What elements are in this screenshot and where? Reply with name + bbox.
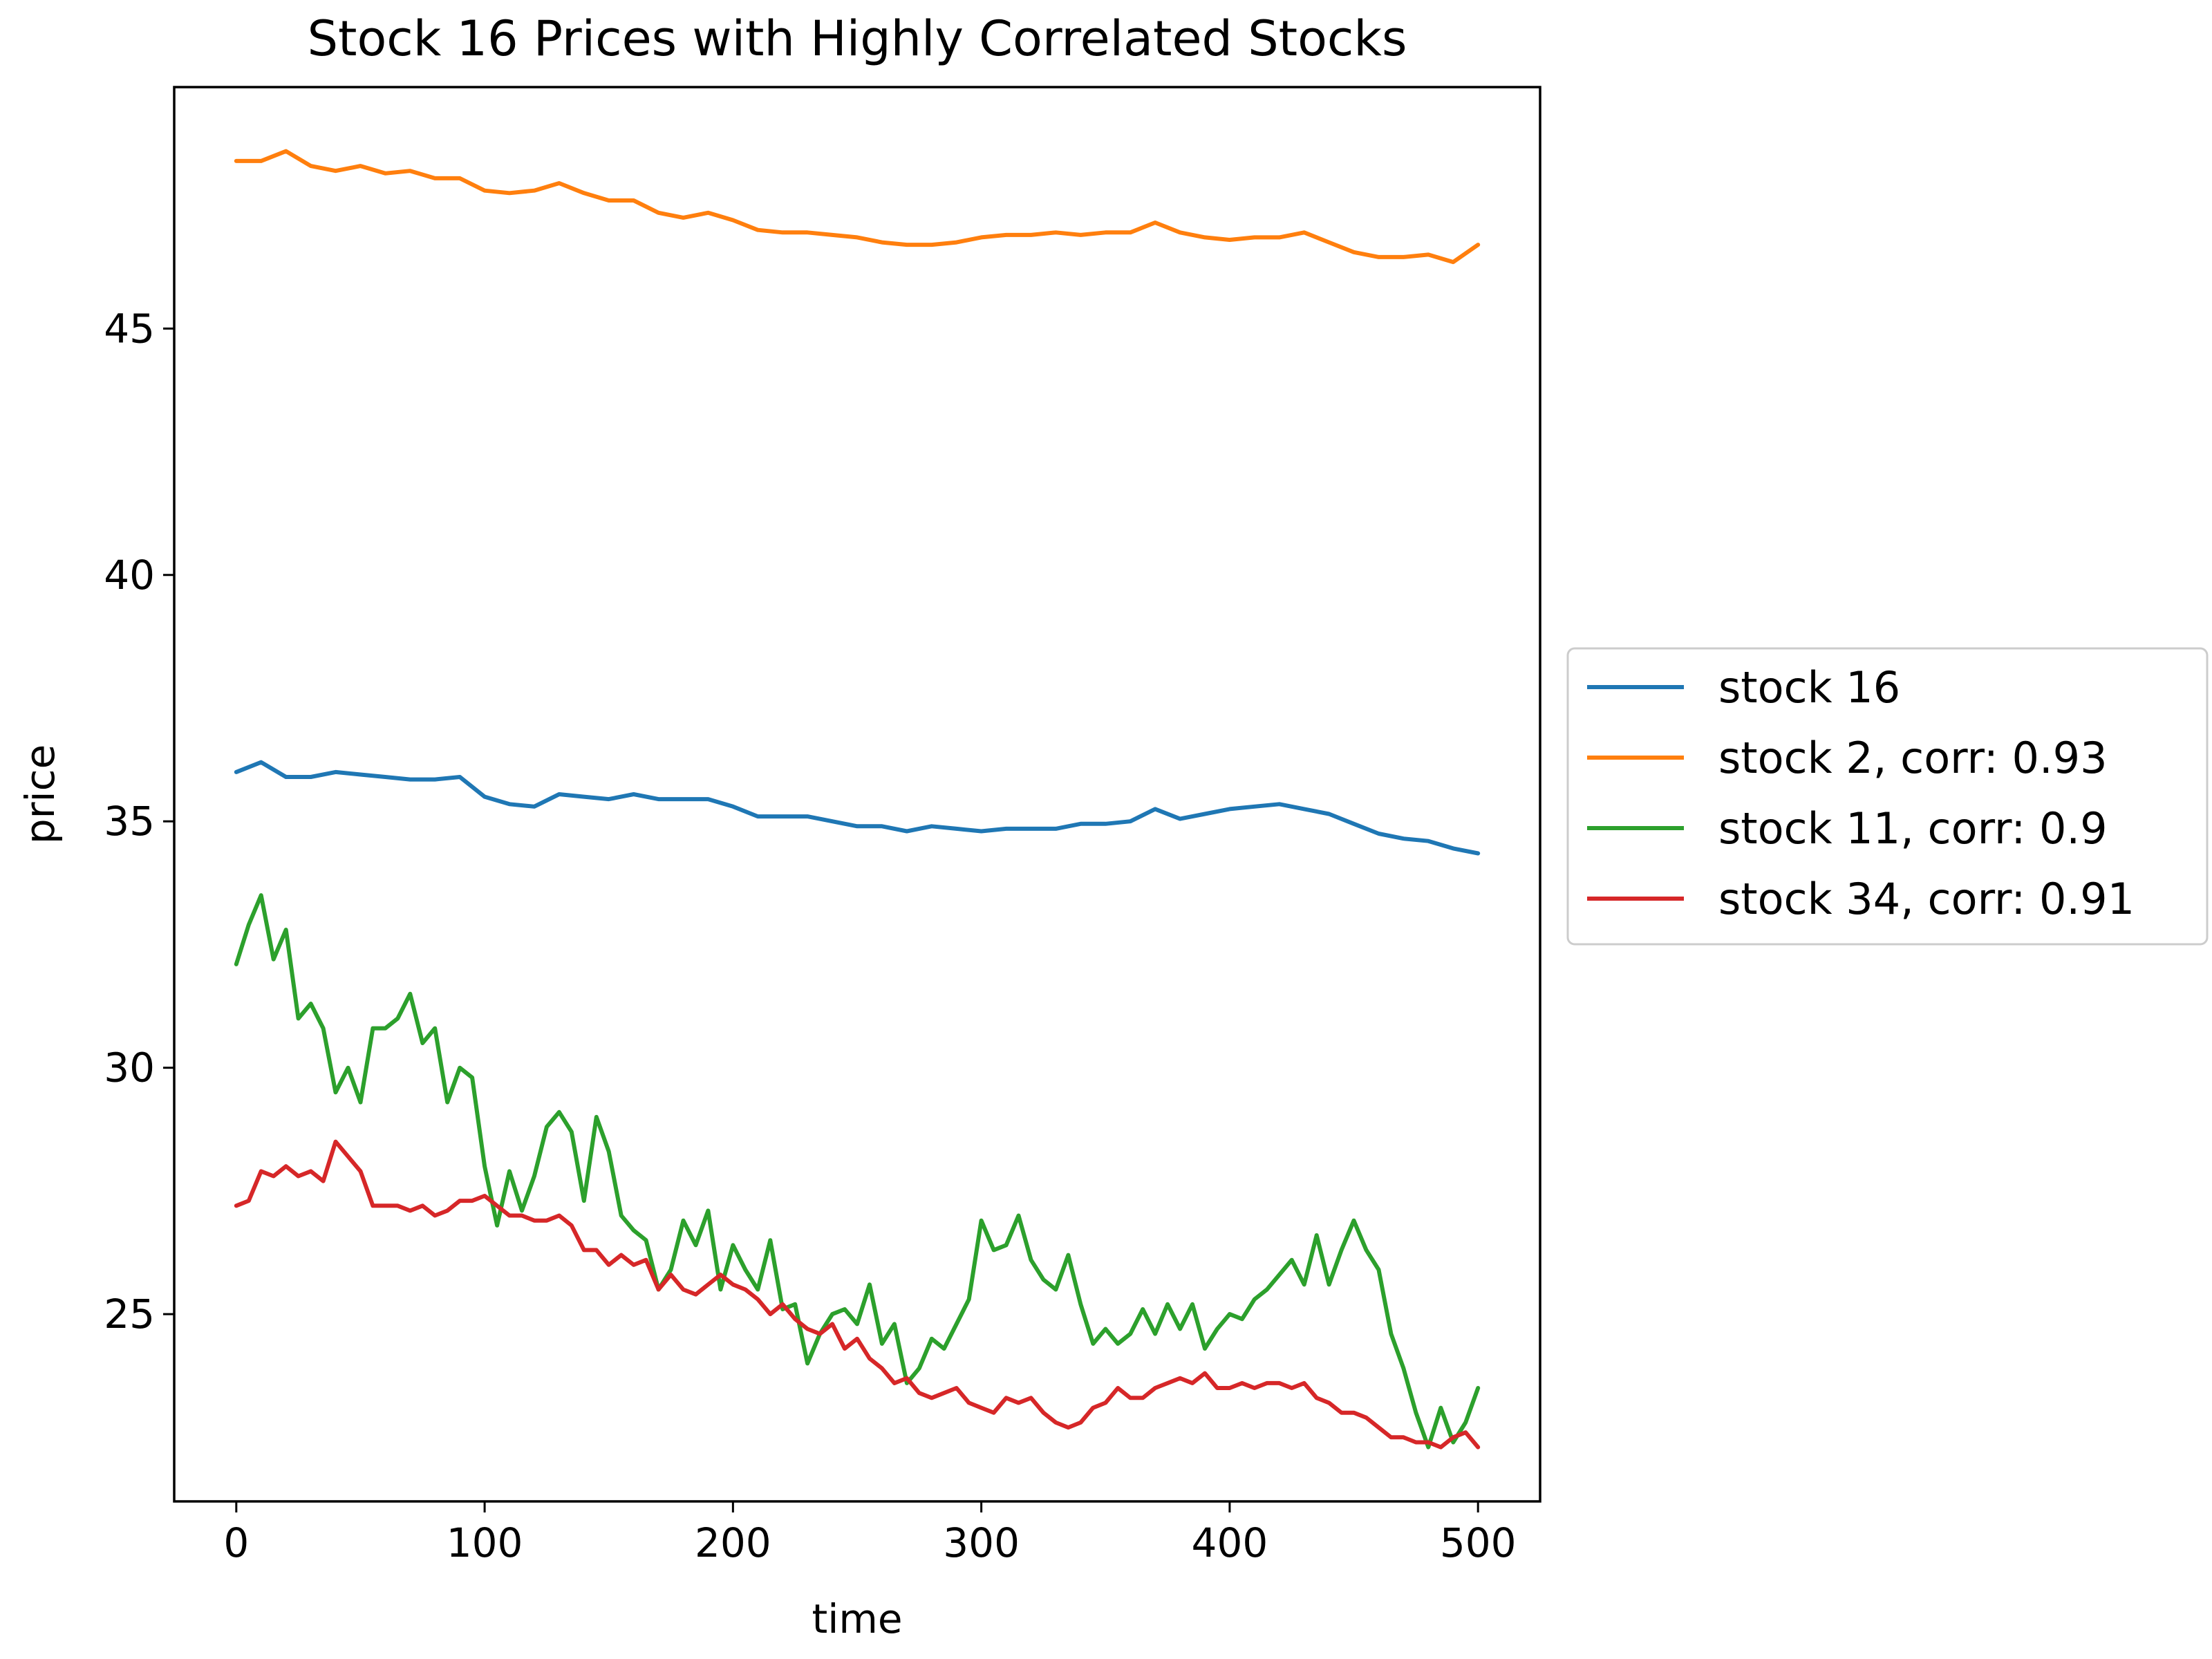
ticks-layer: 0 100 200 300 400 500 25 30 35 40 45 bbox=[104, 305, 1516, 1566]
x-tick-label: 400 bbox=[1192, 1519, 1268, 1566]
series-line-1 bbox=[234, 760, 1481, 856]
x-tick-label: 0 bbox=[223, 1519, 249, 1566]
y-tick-label: 30 bbox=[104, 1044, 155, 1091]
legend-label: stock 2, corr: 0.93 bbox=[1718, 733, 2108, 783]
y-tick-label: 45 bbox=[104, 305, 155, 352]
series-line-4 bbox=[234, 1139, 1481, 1450]
y-axis-label: price bbox=[17, 744, 64, 844]
x-tick-label: 200 bbox=[695, 1519, 771, 1566]
chart-title: Stock 16 Prices with Highly Correlated S… bbox=[308, 10, 1407, 67]
y-tick-label: 40 bbox=[104, 552, 155, 599]
y-tick-label: 25 bbox=[104, 1291, 155, 1338]
x-tick-label: 100 bbox=[447, 1519, 523, 1566]
x-axis-label: time bbox=[812, 1595, 902, 1642]
x-tick-label: 300 bbox=[943, 1519, 1020, 1566]
legend-label: stock 11, corr: 0.9 bbox=[1718, 803, 2108, 854]
series-line-3 bbox=[234, 893, 1481, 1450]
legend-box bbox=[1566, 647, 2209, 946]
legend-label: stock 34, corr: 0.91 bbox=[1718, 874, 2135, 924]
x-tick-label: 500 bbox=[1440, 1519, 1517, 1566]
legend-label: stock 16 bbox=[1718, 662, 1900, 713]
plot-frame bbox=[173, 86, 1541, 1503]
series-line-2 bbox=[234, 149, 1481, 265]
y-tick-label: 35 bbox=[104, 798, 155, 845]
series-layer bbox=[234, 149, 1481, 1450]
legend: stock 16 stock 2, corr: 0.93 stock 11, cor… bbox=[1566, 647, 2209, 946]
